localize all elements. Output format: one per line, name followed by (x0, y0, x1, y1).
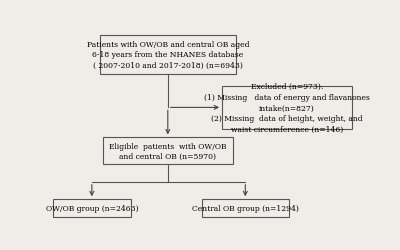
FancyBboxPatch shape (202, 200, 289, 217)
Text: Excluded (n=973):
(1) Missing   data of energy and flavanones
intake(n=827)
(2) : Excluded (n=973): (1) Missing data of en… (204, 83, 370, 133)
Text: Central OB group (n=1294): Central OB group (n=1294) (192, 204, 299, 212)
FancyBboxPatch shape (100, 36, 236, 74)
FancyBboxPatch shape (103, 138, 233, 165)
Text: Patients with OW/OB and central OB aged
6-18 years from the NHANES database
( 20: Patients with OW/OB and central OB aged … (86, 40, 249, 70)
Text: OW/OB group (n=2463): OW/OB group (n=2463) (46, 204, 138, 212)
Text: Eligible  patients  with OW/OB
and central OB (n=5970): Eligible patients with OW/OB and central… (109, 142, 227, 161)
FancyBboxPatch shape (222, 87, 352, 129)
FancyBboxPatch shape (53, 200, 131, 217)
